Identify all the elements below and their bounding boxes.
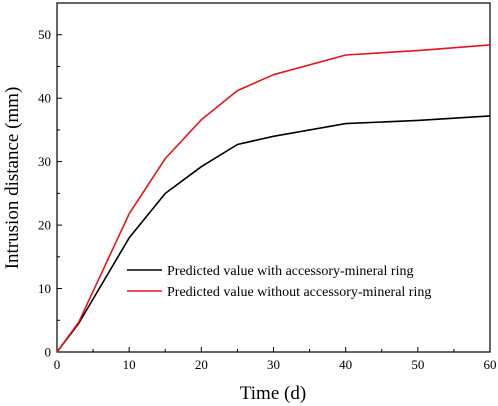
axis-ticks: 0 10 20 30 40 50 60 0 10 20 30 40 50	[38, 27, 497, 372]
legend-label-with-ring: Predicted value with accessory-mineral r…	[167, 264, 413, 279]
x-tick-label: 10	[123, 357, 136, 372]
x-tick-label: 30	[267, 357, 280, 372]
legend: Predicted value with accessory-mineral r…	[127, 264, 431, 300]
x-tick-label: 20	[195, 357, 208, 372]
series-lines	[56, 44, 491, 353]
y-tick-label: 20	[38, 218, 51, 233]
y-tick-label: 30	[38, 154, 51, 169]
x-tick-label: 60	[484, 357, 497, 372]
y-tick-label: 10	[38, 281, 51, 296]
y-tick-label: 50	[38, 27, 51, 42]
x-tick-label: 40	[339, 357, 352, 372]
series-line-1	[56, 44, 491, 353]
y-tick-label: 0	[45, 345, 52, 360]
x-axis-title: Time (d)	[240, 383, 306, 404]
legend-label-without-ring: Predicted value without accessory-minera…	[167, 285, 431, 300]
x-tick-label: 50	[411, 357, 424, 372]
x-tick-label: 0	[54, 357, 61, 372]
series-line-0	[56, 115, 491, 353]
y-tick-label: 40	[38, 91, 51, 106]
y-axis-title: Intrusion distance (mm)	[2, 87, 23, 270]
